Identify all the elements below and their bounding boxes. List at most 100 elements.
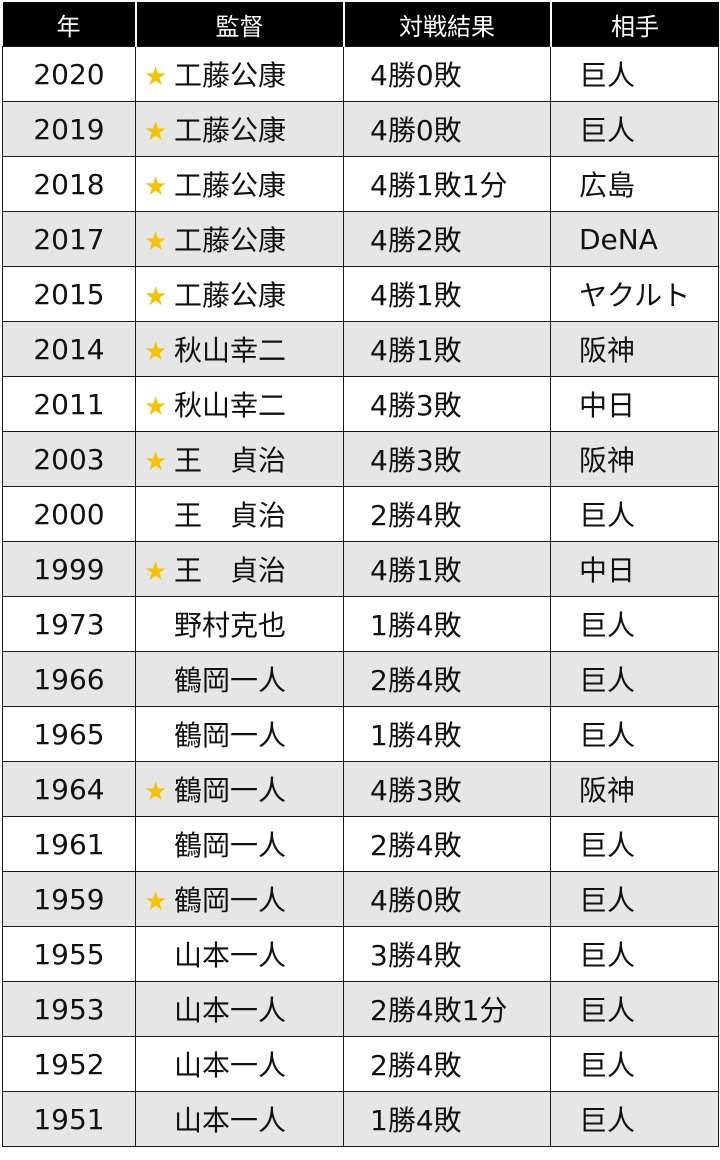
manager-name: 山本一人 (174, 1104, 287, 1137)
year-cell: 2015 (2, 266, 136, 322)
manager-name: 王 貞治 (174, 444, 287, 477)
manager-cell: 山本一人 (135, 1091, 344, 1147)
opponent-cell: 巨人 (550, 46, 719, 102)
result-cell: 1勝4敗 (343, 1091, 551, 1147)
result-cell: 4勝3敗 (343, 376, 551, 432)
championship-star-icon: ★ (144, 392, 168, 422)
manager-name: 鶴岡一人 (174, 829, 287, 862)
table-row: 2020 ★ 工藤公康 4勝0敗 巨人 (2, 46, 719, 102)
championship-star-icon: ★ (144, 227, 168, 257)
manager-cell: 野村克也 (135, 596, 344, 652)
result-cell: 2勝4敗 (343, 816, 551, 872)
year-cell: 1966 (2, 651, 136, 707)
manager-name: 山本一人 (174, 994, 287, 1027)
result-cell: 4勝0敗 (343, 871, 551, 927)
year-cell: 1951 (2, 1091, 136, 1147)
result-cell: 4勝0敗 (343, 101, 551, 157)
result-cell: 1勝4敗 (343, 596, 551, 652)
year-cell: 1999 (2, 541, 136, 597)
table-row: 1952 山本一人 2勝4敗 巨人 (2, 1036, 719, 1092)
result-cell: 4勝1敗1分 (343, 156, 551, 212)
table-row: 2018 ★ 工藤公康 4勝1敗1分 広島 (2, 156, 719, 212)
opponent-cell: 巨人 (550, 596, 719, 652)
manager-name: 鶴岡一人 (174, 664, 287, 697)
opponent-cell: 阪神 (550, 431, 719, 487)
result-cell: 2勝4敗 (343, 486, 551, 542)
manager-cell: ★ 工藤公康 (135, 211, 344, 267)
championship-star-icon: ★ (144, 282, 168, 312)
result-cell: 4勝3敗 (343, 431, 551, 487)
table-row: 1961 鶴岡一人 2勝4敗 巨人 (2, 816, 719, 872)
opponent-cell: 中日 (550, 376, 719, 432)
year-cell: 2014 (2, 321, 136, 377)
result-cell: 4勝1敗 (343, 321, 551, 377)
result-cell: 4勝3敗 (343, 761, 551, 817)
year-cell: 1964 (2, 761, 136, 817)
opponent-cell: 巨人 (550, 981, 719, 1037)
year-cell: 2019 (2, 101, 136, 157)
header-row: 年 監督 対戦結果 相手 (2, 2, 719, 47)
manager-name: 王 貞治 (174, 554, 287, 587)
result-cell: 1勝4敗 (343, 706, 551, 762)
table-row: 1953 山本一人 2勝4敗1分 巨人 (2, 981, 719, 1037)
header-year: 年 (2, 2, 136, 47)
championship-star-icon: ★ (144, 117, 168, 147)
championship-star-icon: ★ (144, 337, 168, 367)
year-cell: 1965 (2, 706, 136, 762)
manager-name: 山本一人 (174, 939, 287, 972)
table-row: 1973 野村克也 1勝4敗 巨人 (2, 596, 719, 652)
table-row: 1966 鶴岡一人 2勝4敗 巨人 (2, 651, 719, 707)
table-row: 2014 ★ 秋山幸二 4勝1敗 阪神 (2, 321, 719, 377)
manager-name: 工藤公康 (174, 279, 287, 312)
opponent-cell: 巨人 (550, 1091, 719, 1147)
year-cell: 2020 (2, 46, 136, 102)
opponent-cell: 広島 (550, 156, 719, 212)
manager-cell: 鶴岡一人 (135, 706, 344, 762)
table-row: 1964 ★ 鶴岡一人 4勝3敗 阪神 (2, 761, 719, 817)
table-row: 1955 山本一人 3勝4敗 巨人 (2, 926, 719, 982)
year-cell: 2000 (2, 486, 136, 542)
header-result: 対戦結果 (342, 2, 551, 47)
championship-star-icon: ★ (144, 447, 168, 477)
table-body: 2020 ★ 工藤公康 4勝0敗 巨人 2019 ★ 工藤公康 4勝0敗 巨人 2018 ★ 工藤公康 4… (2, 46, 719, 1147)
result-cell: 2勝4敗1分 (343, 981, 551, 1037)
manager-cell: ★ 秋山幸二 (135, 321, 344, 377)
manager-name: 工藤公康 (174, 59, 287, 92)
year-cell: 2011 (2, 376, 136, 432)
table-row: 2003 ★ 王 貞治 4勝3敗 阪神 (2, 431, 719, 487)
result-cell: 2勝4敗 (343, 1036, 551, 1092)
manager-cell: 山本一人 (135, 1036, 344, 1092)
result-cell: 4勝1敗 (343, 541, 551, 597)
championship-star-icon: ★ (144, 777, 168, 807)
manager-cell: ★ 鶴岡一人 (135, 871, 344, 927)
manager-cell: 王 貞治 (135, 486, 344, 542)
manager-name: 工藤公康 (174, 169, 287, 202)
manager-cell: 鶴岡一人 (135, 651, 344, 707)
opponent-cell: 巨人 (550, 871, 719, 927)
result-cell: 2勝4敗 (343, 651, 551, 707)
table-row: 2011 ★ 秋山幸二 4勝3敗 中日 (2, 376, 719, 432)
manager-name: 山本一人 (174, 1049, 287, 1082)
table-row: 1951 山本一人 1勝4敗 巨人 (2, 1091, 719, 1147)
opponent-cell: 巨人 (550, 926, 719, 982)
opponent-cell: 巨人 (550, 486, 719, 542)
opponent-cell: 巨人 (550, 816, 719, 872)
year-cell: 2017 (2, 211, 136, 267)
opponent-cell: 巨人 (550, 101, 719, 157)
opponent-cell: 阪神 (550, 761, 719, 817)
manager-cell: 山本一人 (135, 981, 344, 1037)
manager-cell: ★ 王 貞治 (135, 431, 344, 487)
result-cell: 4勝1敗 (343, 266, 551, 322)
table-row: 2017 ★ 工藤公康 4勝2敗 DeNA (2, 211, 719, 267)
opponent-cell: 巨人 (550, 706, 719, 762)
header-opponent: 相手 (549, 2, 719, 47)
opponent-cell: 巨人 (550, 1036, 719, 1092)
manager-cell: ★ 秋山幸二 (135, 376, 344, 432)
result-cell: 3勝4敗 (343, 926, 551, 982)
manager-cell: ★ 工藤公康 (135, 46, 344, 102)
manager-cell: ★ 工藤公康 (135, 101, 344, 157)
result-cell: 4勝2敗 (343, 211, 551, 267)
manager-cell: ★ 王 貞治 (135, 541, 344, 597)
year-cell: 2018 (2, 156, 136, 212)
